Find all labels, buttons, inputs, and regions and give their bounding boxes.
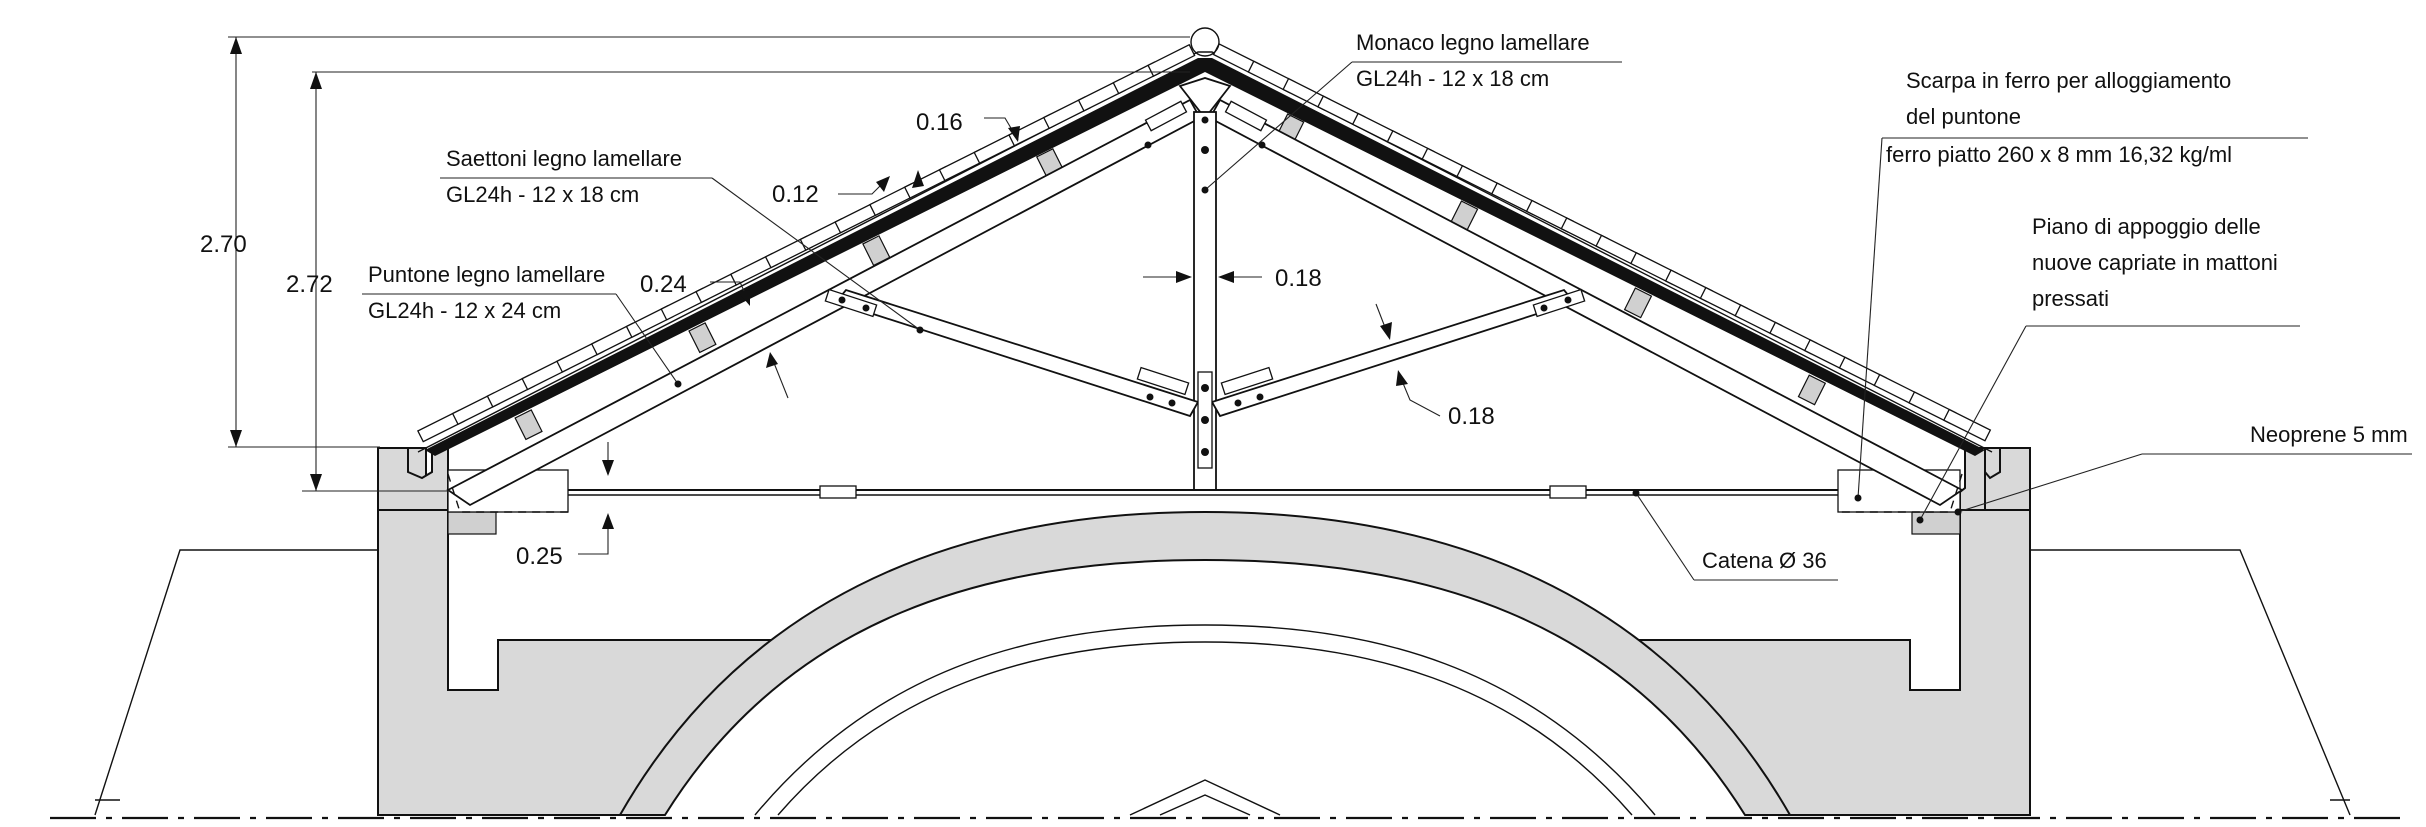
svg-text:0.24: 0.24 [640, 271, 687, 298]
svg-text:Neoprene 5 mm: Neoprene 5 mm [2250, 422, 2408, 447]
svg-text:del puntone: del puntone [1906, 104, 2021, 129]
strut-right [1210, 288, 1576, 418]
svg-text:0.18: 0.18 [1448, 403, 1495, 430]
svg-text:GL24h - 12 x 18 cm: GL24h - 12 x 18 cm [446, 182, 639, 207]
svg-text:pressati: pressati [2032, 286, 2109, 311]
svg-text:0.16: 0.16 [916, 109, 963, 136]
svg-text:0.25: 0.25 [516, 543, 563, 570]
truss [446, 77, 1964, 513]
svg-text:Piano di appoggio delle: Piano di appoggio delle [2032, 214, 2261, 239]
roof-covering [416, 27, 1993, 456]
dimension-0-25: 0.25 [516, 442, 614, 570]
rafter-right [1208, 98, 1964, 507]
dimension-0-12: 0.12 [772, 170, 924, 208]
svg-text:Monaco legno lamellare: Monaco legno lamellare [1356, 30, 1590, 55]
dimension-0-18-strut: 0.18 [1375, 303, 1495, 430]
lower-building-outline [94, 549, 2351, 816]
annotation-struts: Saettoni legno lamellare GL24h - 12 x 18… [440, 146, 924, 334]
batten-block [514, 409, 543, 441]
dimension-0-24: 0.24 [640, 271, 789, 399]
svg-text:GL24h - 12 x 18 cm: GL24h - 12 x 18 cm [1356, 66, 1549, 91]
svg-text:Scarpa in ferro per alloggiame: Scarpa in ferro per alloggiamento [1906, 68, 2231, 93]
roof-tile [1147, 43, 1196, 77]
svg-text:ferro piatto 260 x 8 mm 16,32: ferro piatto 260 x 8 mm 16,32 kg/ml [1886, 142, 2232, 167]
eaves-left [377, 447, 449, 511]
batten-block [1797, 374, 1827, 406]
annotation-tie-rod: Catena Ø 36 [1632, 489, 1838, 581]
roof-tiles-left [416, 43, 1196, 443]
svg-text:Puntone legno lamellare: Puntone legno lamellare [368, 262, 605, 287]
svg-text:GL24h - 12 x 24 cm: GL24h - 12 x 24 cm [368, 298, 561, 323]
svg-text:Catena Ø 36: Catena Ø 36 [1702, 548, 1827, 573]
batten-block [1623, 287, 1653, 319]
svg-text:Saettoni legno lamellare: Saettoni legno lamellare [446, 146, 682, 171]
dim-2-72: 2.72 [286, 271, 333, 298]
annotation-iron-shoe: Scarpa in ferro per alloggiamento del pu… [1854, 68, 2308, 502]
annotation-rafter: Puntone legno lamellare GL24h - 12 x 24 … [362, 262, 682, 388]
eaves-right [1959, 447, 2031, 511]
annotation-bearing-plane: Piano di appoggio delle nuove capriate i… [1916, 214, 2300, 524]
roof-tiles-right [1212, 42, 1992, 442]
dimension-truss-height: 2.72 [286, 71, 1190, 492]
svg-text:0.18: 0.18 [1275, 265, 1322, 292]
dimension-overall-height: 2.70 [200, 36, 1190, 448]
dimension-0-18-king-post: 0.18 [1143, 265, 1322, 292]
dimension-0-16: 0.16 [916, 109, 1020, 142]
dim-2-70: 2.70 [200, 231, 247, 258]
batten-block [688, 322, 717, 354]
annotation-king-post: Monaco legno lamellare GL24h - 12 x 18 c… [1201, 30, 1622, 194]
svg-text:0.12: 0.12 [772, 181, 819, 208]
roof-tile [1942, 408, 1992, 442]
annotation-neoprene: Neoprene 5 mm [1954, 422, 2412, 516]
svg-text:nuove capriate in mattoni: nuove capriate in mattoni [2032, 250, 2278, 275]
vault-arch [618, 510, 1792, 816]
